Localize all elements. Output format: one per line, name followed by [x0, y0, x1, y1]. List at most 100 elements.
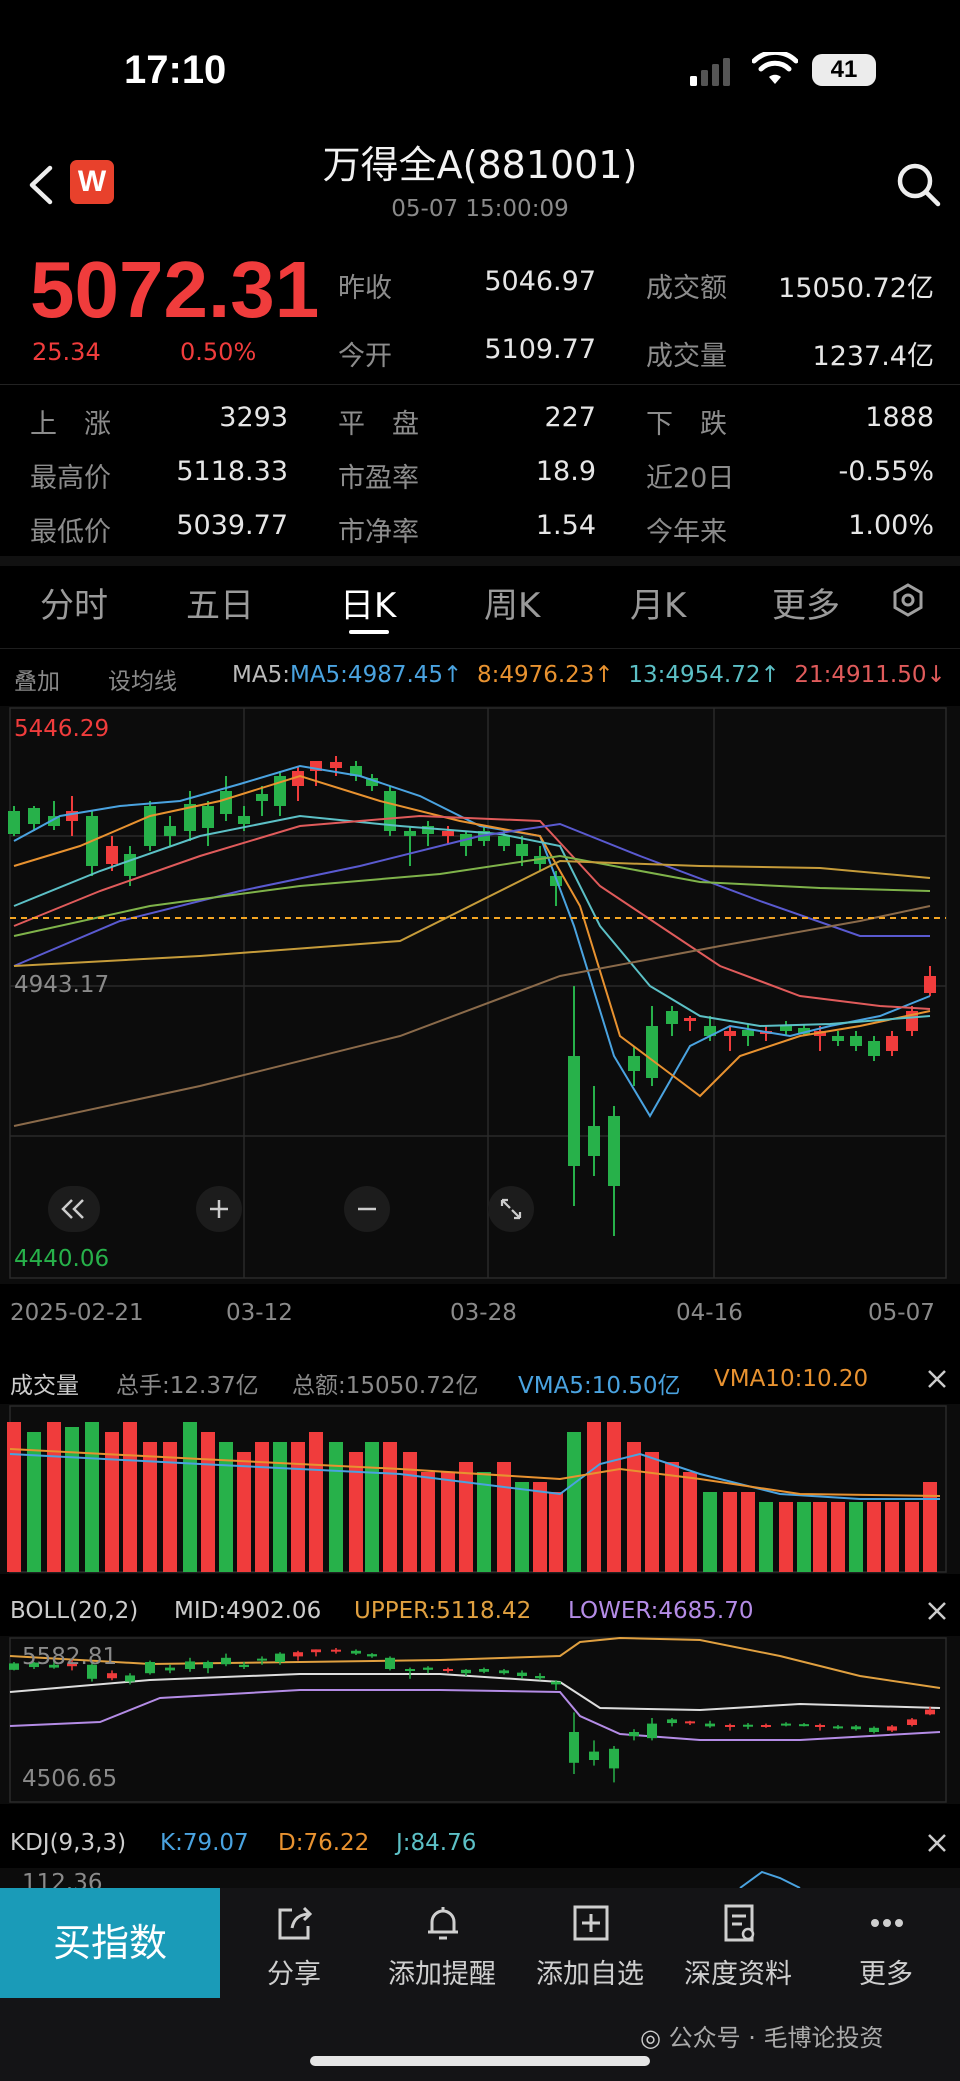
boll-candle-body — [647, 1723, 657, 1739]
share-button[interactable]: 分享 — [224, 1894, 364, 1994]
boll-candle-body — [461, 1669, 471, 1674]
volume-bar — [813, 1502, 827, 1572]
prev-close-label: 昨收 — [338, 273, 392, 304]
boll-upper-value: UPPER:5118.42 — [354, 1598, 532, 1624]
zoom-in-button[interactable] — [196, 1186, 242, 1232]
volume-bar — [65, 1427, 79, 1572]
candle-body — [442, 831, 454, 836]
boll-candle-body — [499, 1670, 509, 1674]
scroll-left-button[interactable] — [48, 1186, 100, 1232]
kdj-top-value: 112.36 — [22, 1870, 103, 1888]
kdj-d-value: D:76.22 — [278, 1830, 370, 1856]
boll-candle-body — [293, 1652, 303, 1657]
kdj-canvas — [739, 1870, 801, 1888]
fullscreen-button[interactable] — [488, 1186, 534, 1232]
add-watchlist-button[interactable]: 添加自选 — [520, 1894, 660, 1994]
volume-bar — [143, 1442, 157, 1572]
volume-bar — [477, 1472, 491, 1572]
close-boll-panel-button[interactable] — [924, 1598, 950, 1628]
set-ma-button[interactable]: 设均线 — [108, 669, 177, 695]
share-label: 分享 — [267, 1959, 321, 1990]
back-button[interactable] — [22, 160, 62, 210]
volume-value: 1237.4亿 — [812, 341, 934, 372]
close-kdj-panel-button[interactable] — [924, 1830, 950, 1860]
kline-chart[interactable] — [0, 706, 960, 1284]
boll-candle-body — [145, 1662, 155, 1674]
candle-body — [568, 1056, 580, 1166]
search-button[interactable] — [894, 160, 944, 214]
page-title: 万得全A(881001) — [322, 143, 638, 187]
boll-lower-line — [9, 1689, 941, 1741]
close-icon — [928, 1602, 946, 1620]
boll-candle-body — [405, 1669, 415, 1671]
double-chevron-left-icon — [61, 1199, 84, 1219]
kline-high-price: 5446.29 — [14, 716, 110, 742]
chart-settings-button[interactable] — [888, 580, 928, 624]
volume-canvas — [7, 1405, 947, 1573]
chevron-left-icon — [29, 165, 53, 205]
volume-bar — [645, 1452, 659, 1572]
volume-chart[interactable] — [0, 1404, 960, 1574]
ma-legend: MA5:MA5:4987.45↑ 8:4976.23↑ 13:4954.72↑ … — [232, 662, 946, 688]
low-label: 最低价 — [30, 517, 111, 548]
more-button[interactable]: 更多 — [816, 1894, 956, 1994]
zoom-out-button[interactable] — [344, 1186, 390, 1232]
volume-bar — [255, 1442, 269, 1572]
last-price: 5072.31 — [30, 245, 320, 334]
boll-chart[interactable] — [0, 1636, 960, 1804]
volume-total-hands: 总手:12.37亿 — [116, 1373, 259, 1399]
more-label: 更多 — [859, 1959, 913, 1990]
advancers-label: 上 涨 — [30, 409, 111, 440]
tab-five-day[interactable]: 五日 — [186, 586, 254, 626]
add-alert-button[interactable]: 添加提醒 — [372, 1894, 512, 1994]
divider — [0, 384, 960, 385]
tab-weekly-k[interactable]: 周K — [484, 586, 541, 626]
tab-daily-k[interactable]: 日K — [340, 586, 397, 626]
date-label-4: 04-16 — [676, 1300, 743, 1326]
boll-candle-body — [311, 1649, 321, 1653]
date-label-start: 2025-02-21 — [10, 1300, 144, 1326]
buy-index-button[interactable]: 买指数 — [0, 1888, 220, 1998]
decliners-label: 下 跌 — [646, 409, 727, 440]
candle-body — [202, 806, 214, 828]
candle-body — [886, 1036, 898, 1051]
boll-candle-body — [761, 1725, 771, 1727]
boll-candle-body — [125, 1675, 135, 1682]
close-volume-panel-button[interactable] — [924, 1366, 950, 1396]
divider — [0, 648, 960, 649]
watermark-text: 公众号 · 毛博论投资 — [668, 2024, 884, 2052]
boll-candle-body — [869, 1727, 879, 1732]
kdj-chart[interactable] — [0, 1868, 960, 1888]
kdj-panel-title: KDJ(9,3,3) — [10, 1830, 127, 1856]
volume-bar — [867, 1502, 881, 1572]
volume-bar — [683, 1472, 697, 1572]
tab-monthly-k[interactable]: 月K — [630, 586, 687, 626]
ma21-value: 21:4911.50↓ — [794, 662, 946, 688]
boll-candle-body — [9, 1663, 19, 1670]
candle-body — [384, 791, 396, 831]
minus-icon — [358, 1207, 376, 1211]
boll-candle-body — [165, 1667, 175, 1671]
boll-candle-body — [331, 1649, 341, 1652]
add-square-icon — [573, 1905, 609, 1941]
plus-icon — [210, 1200, 228, 1218]
volume-bar — [567, 1432, 581, 1572]
volume-bar — [923, 1482, 937, 1572]
candle-body — [646, 1026, 658, 1078]
deep-research-button[interactable]: 深度资料 — [668, 1894, 808, 1994]
add-alert-label: 添加提醒 — [388, 1959, 496, 1990]
volume-bar — [849, 1502, 863, 1572]
volume-bar — [349, 1452, 363, 1572]
volume-bar — [441, 1472, 455, 1572]
overlay-button[interactable]: 叠加 — [14, 669, 60, 695]
volume-bar — [105, 1432, 119, 1572]
tab-more[interactable]: 更多 — [772, 586, 840, 626]
candle-body — [798, 1028, 810, 1034]
active-tab-indicator — [349, 630, 389, 634]
home-indicator — [310, 2056, 650, 2066]
kline-grid — [9, 707, 947, 1279]
search-icon — [897, 163, 941, 207]
tab-intraday[interactable]: 分时 — [40, 586, 108, 626]
volume-bar — [459, 1462, 473, 1572]
candle-body — [404, 831, 416, 836]
